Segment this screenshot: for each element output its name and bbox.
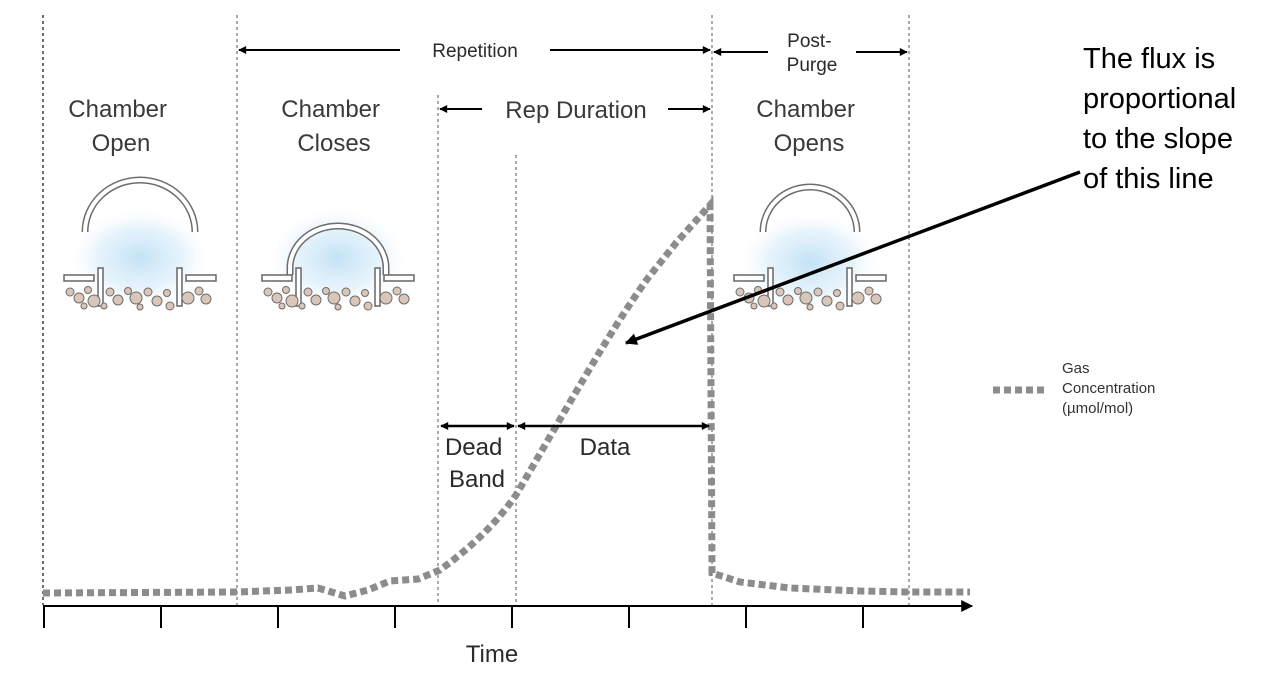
post-purge-line-2: Purge xyxy=(787,55,838,76)
rep-duration-interval: Rep Duration xyxy=(439,97,711,124)
phase-dividers xyxy=(42,15,910,605)
chamber-closes-label: Chamber Closes xyxy=(281,96,386,157)
time-axis-label: Time xyxy=(466,641,518,668)
chamber-closed-icon xyxy=(261,206,415,311)
dead-band-interval: Dead Band xyxy=(440,422,515,493)
rep-duration-label: Rep Duration xyxy=(505,97,646,124)
gas-concentration-curve xyxy=(42,195,970,600)
chamber-open-label: Chamber Open xyxy=(68,96,173,157)
post-purge-interval: Post- Purge xyxy=(713,31,908,76)
data-label: Data xyxy=(580,434,631,461)
dead-band-label: Dead Band xyxy=(445,434,509,493)
callout-arrow xyxy=(624,170,1081,345)
time-axis: Time xyxy=(43,600,974,668)
slope-callout: The flux is proportional to the slope of… xyxy=(624,43,1244,345)
repetition-interval: Repetition xyxy=(238,41,711,62)
legend-label: Gas Concentration (µmol/mol) xyxy=(1062,360,1160,417)
post-purge-line-1: Post- xyxy=(787,31,831,52)
repetition-label: Repetition xyxy=(432,41,518,62)
post-purge-label: Post- Purge xyxy=(787,31,838,76)
chamber-open-icon xyxy=(63,176,217,311)
chamber-opens-label: Chamber Opens xyxy=(756,96,861,157)
callout-text: The flux is proportional to the slope of… xyxy=(1083,43,1244,195)
data-interval: Data xyxy=(517,422,710,461)
legend: Gas Concentration (µmol/mol) xyxy=(993,360,1160,417)
